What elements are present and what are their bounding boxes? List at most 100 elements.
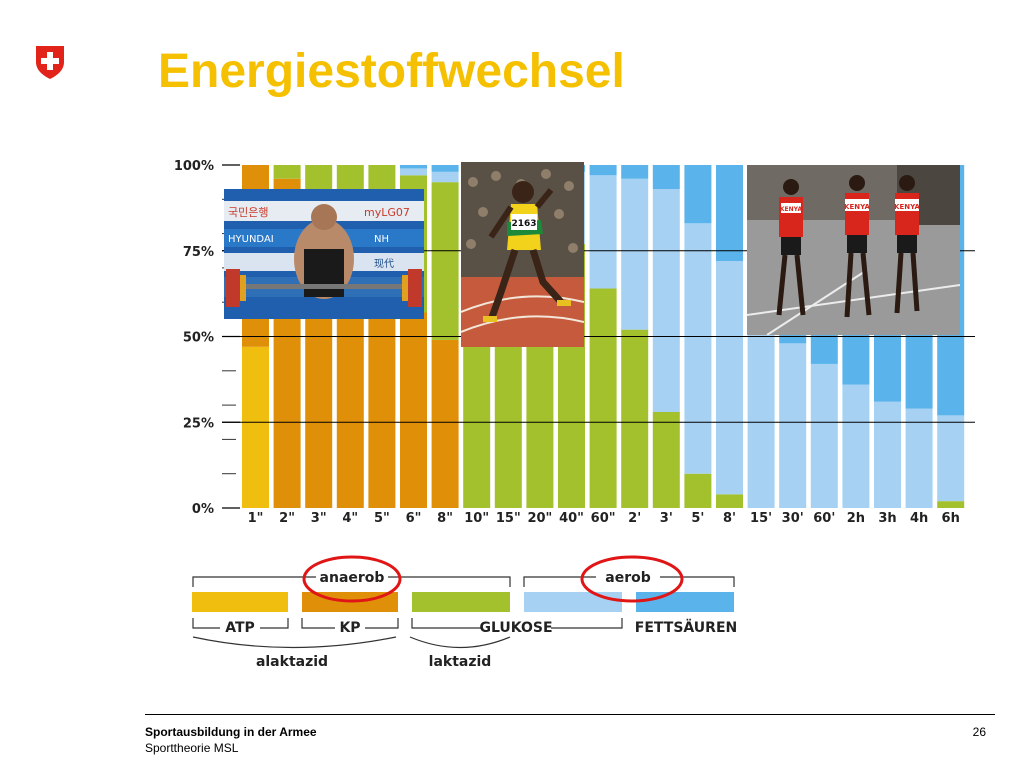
legend-swatch-glukose-aerob: [524, 592, 622, 612]
bar-21-glukose-aerob-: [905, 408, 933, 508]
x-tick-label: 6h: [942, 511, 960, 526]
bar-5-fetts-uren: [400, 165, 427, 169]
x-tick-label: 4h: [910, 511, 928, 526]
bar-11-glukose-anaerob-: [589, 288, 617, 508]
bar-15-fetts-uren: [716, 165, 743, 262]
x-tick-label: 2': [628, 511, 641, 526]
bar-15-glukose-aerob-: [716, 261, 743, 495]
legend-glukose-label: GLUKOSE: [479, 620, 552, 636]
x-tick-label: 3': [660, 511, 673, 526]
y-tick-label: 100%: [174, 159, 214, 174]
alaktazid-curve: [192, 636, 397, 649]
runner-bib-3: KENYA: [894, 203, 920, 211]
legend-swatch-fettsaeuren: [636, 592, 734, 612]
bar-6-glukose-aerob-: [431, 171, 459, 183]
page-number: 26: [972, 725, 986, 739]
bar-20-glukose-aerob-: [874, 401, 901, 508]
legend-kp-label-bg: [335, 616, 365, 636]
x-tick-label: 5': [691, 511, 704, 526]
x-tick-label: 15": [496, 511, 521, 526]
banner-text-5: 现代: [374, 258, 394, 270]
footer-subtitle: Sporttheorie MSL: [145, 741, 239, 755]
y-tick-label: 25%: [183, 416, 214, 431]
banner-text-3: HYUNDAI: [228, 234, 274, 245]
y-tick-label: 0%: [192, 502, 214, 517]
runner-bib-1: KENYA: [780, 206, 803, 213]
legend-atp-label: ATP: [225, 620, 255, 636]
bar-12-glukose-aerob-: [621, 178, 649, 330]
legend-aerob-label: aerob: [605, 570, 651, 586]
legend-kp-label: KP: [339, 620, 360, 636]
bar-17-glukose-aerob-: [779, 343, 807, 508]
footer-organization: Sportausbildung in der Armee: [145, 725, 317, 739]
bar-12-glukose-anaerob-: [621, 329, 649, 508]
bar-14-fetts-uren: [684, 165, 712, 224]
bar-14-glukose-anaerob-: [684, 473, 712, 508]
slide-title: Energiestoffwechsel: [158, 45, 625, 98]
sprinter-bib: 2163: [511, 219, 536, 229]
x-tick-label: 2h: [847, 511, 865, 526]
x-tick-label: 15': [750, 511, 772, 526]
legend-alaktazid-label: alaktazid: [256, 654, 328, 670]
legend-atp-label-bg: [220, 616, 260, 636]
anaerob-highlight-circle: [302, 555, 402, 603]
legend-swatch-glukose: [412, 592, 510, 612]
legend-anaerob-label: anaerob: [320, 570, 385, 586]
legend-laktazid-label: laktazid: [429, 654, 492, 670]
banner-text-2: myLG07: [364, 206, 410, 219]
y-tick-label: 50%: [183, 331, 214, 346]
x-tick-label: 3": [311, 511, 327, 526]
bar-6-fetts-uren: [431, 165, 459, 172]
footer-divider: [145, 714, 995, 715]
bar-6-kp: [431, 339, 459, 508]
x-tick-label: 8': [723, 511, 736, 526]
x-tick-label: 8": [437, 511, 453, 526]
bar-15-glukose-anaerob-: [716, 494, 743, 508]
bar-22-glukose-aerob-: [937, 415, 965, 502]
bar-0-atp: [242, 346, 269, 508]
x-tick-label: 1": [248, 511, 264, 526]
bar-13-glukose-aerob-: [652, 189, 680, 412]
aerob-highlight-circle: [580, 555, 684, 603]
legend-swatch-atp: [192, 592, 288, 612]
bar-22-glukose-anaerob-: [937, 501, 965, 508]
bar-11-fetts-uren: [589, 165, 617, 176]
x-tick-label: 2": [279, 511, 295, 526]
bar-14-glukose-aerob-: [684, 223, 712, 474]
x-tick-label: 30': [782, 511, 804, 526]
legend-fettsaeuren-label: FETTSÄUREN: [635, 619, 737, 636]
bar-5-glukose-aerob-: [400, 168, 427, 176]
bar-11-glukose-aerob-: [589, 175, 617, 289]
anaerob-label-bg: [316, 566, 388, 588]
bar-19-glukose-aerob-: [842, 384, 870, 508]
sprinter-photo: 2163: [461, 162, 584, 347]
x-tick-label: 60': [813, 511, 835, 526]
legend-glukose-label-bg: [481, 616, 551, 636]
x-tick-label: 5": [374, 511, 390, 526]
bar-12-fetts-uren: [621, 165, 649, 179]
x-tick-label: 10": [464, 511, 489, 526]
x-tick-label: 40": [559, 511, 584, 526]
aerob-label-bg: [596, 566, 660, 588]
x-tick-label: 3h: [878, 511, 896, 526]
laktazid-curve: [409, 636, 511, 649]
bar-6-glukose-anaerob-: [431, 182, 459, 340]
weightlifter-photo: 국민은행 myLG07 HYUNDAI NH 现代: [224, 189, 424, 319]
x-tick-label: 6": [406, 511, 422, 526]
bar-13-glukose-anaerob-: [652, 411, 680, 508]
marathon-runners-photo: KENYA KENYA KENYA: [747, 165, 960, 335]
banner-text-1: 국민은행: [228, 206, 268, 219]
bar-16-glukose-aerob-: [747, 322, 775, 508]
legend-fettsaeuren-label-bg: [634, 616, 738, 636]
energy-chart: 1" 2" 3" 4" 5" 6" 8" 10" 15" 20" 40" 60" 2' 3' 5' 8' 15'…: [174, 159, 975, 670]
runner-bib-2: KENYA: [844, 203, 870, 211]
y-tick-label: 75%: [183, 245, 214, 260]
swiss-cross-logo: [34, 44, 66, 85]
banner-text-4: NH: [374, 234, 389, 245]
x-tick-label: 4": [342, 511, 358, 526]
bar-1-glukose-anaerob-: [273, 165, 301, 179]
x-tick-label: 60": [591, 511, 616, 526]
bar-5-kp: [400, 312, 427, 508]
bar-13-fetts-uren: [652, 165, 680, 190]
x-tick-label: 20": [527, 511, 552, 526]
